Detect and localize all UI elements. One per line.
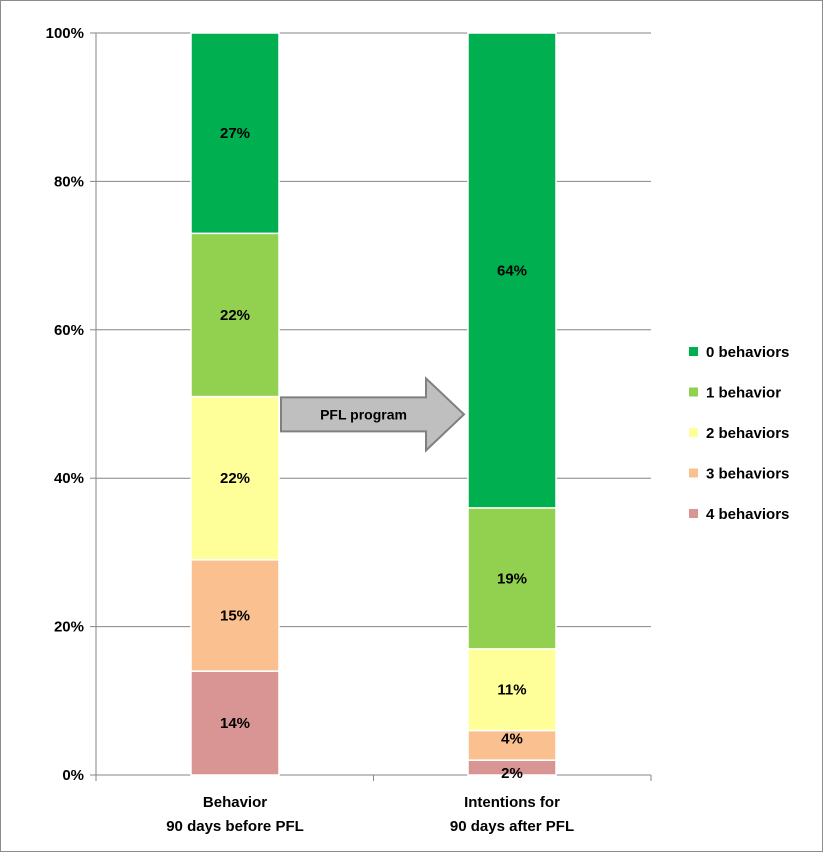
legend-swatch — [689, 387, 698, 397]
bar-data-label: 11% — [497, 682, 526, 699]
bar-data-label: 22% — [220, 307, 250, 324]
bar-data-label: 22% — [220, 470, 250, 487]
y-tick-label: 100% — [46, 25, 84, 42]
pfl-arrow: PFL program — [280, 376, 466, 453]
legend-swatch — [689, 428, 698, 437]
bar-data-label: 19% — [497, 570, 527, 587]
bar-segment — [190, 32, 280, 235]
legend-swatch — [689, 509, 698, 518]
legend-label: 4 behaviors — [706, 506, 789, 523]
data-labels: 14% 15% 22% 22% 27% 2% 4% 11% 19% 64% — [220, 125, 527, 782]
x-category-label: Intentions for — [464, 794, 560, 811]
bar-segment — [467, 32, 557, 509]
legend-label: 1 behavior — [706, 385, 781, 402]
bar-data-label: 27% — [220, 125, 250, 142]
gridlines — [96, 32, 651, 628]
bar-data-label: 64% — [497, 262, 527, 279]
bar-data-label: 2% — [501, 765, 523, 782]
bar-segment — [467, 507, 557, 650]
arrow-right-icon — [280, 376, 466, 453]
legend-label: 3 behaviors — [706, 466, 789, 483]
x-category-label: Behavior — [203, 794, 267, 811]
legend: 0 behaviors 1 behavior 2 behaviors 3 behavi… — [689, 344, 789, 523]
bar-data-label: 4% — [501, 730, 523, 747]
bar-segment — [190, 395, 280, 561]
arrow-annotation-label: PFL program — [320, 406, 407, 422]
axes: 0% 20% 40% 60% 80% 100% Behavior 90 days before… — [46, 25, 652, 835]
bar-segment — [467, 648, 557, 732]
y-tick-label: 60% — [54, 322, 84, 339]
x-category-label: 90 days after PFL — [450, 818, 574, 835]
bar-data-label: 15% — [220, 607, 250, 624]
x-category-label: 90 days before PFL — [166, 818, 304, 835]
y-tick-label: 0% — [62, 767, 84, 784]
bar-segment — [190, 232, 280, 398]
y-tick-label: 20% — [54, 619, 84, 636]
y-tick-label: 40% — [54, 470, 84, 487]
legend-label: 0 behaviors — [706, 344, 789, 361]
y-tick-label: 80% — [54, 173, 84, 190]
legend-swatch — [689, 347, 698, 356]
legend-label: 2 behaviors — [706, 425, 789, 442]
bar-data-label: 14% — [220, 715, 250, 732]
bars — [190, 32, 557, 776]
legend-swatch — [689, 468, 698, 478]
